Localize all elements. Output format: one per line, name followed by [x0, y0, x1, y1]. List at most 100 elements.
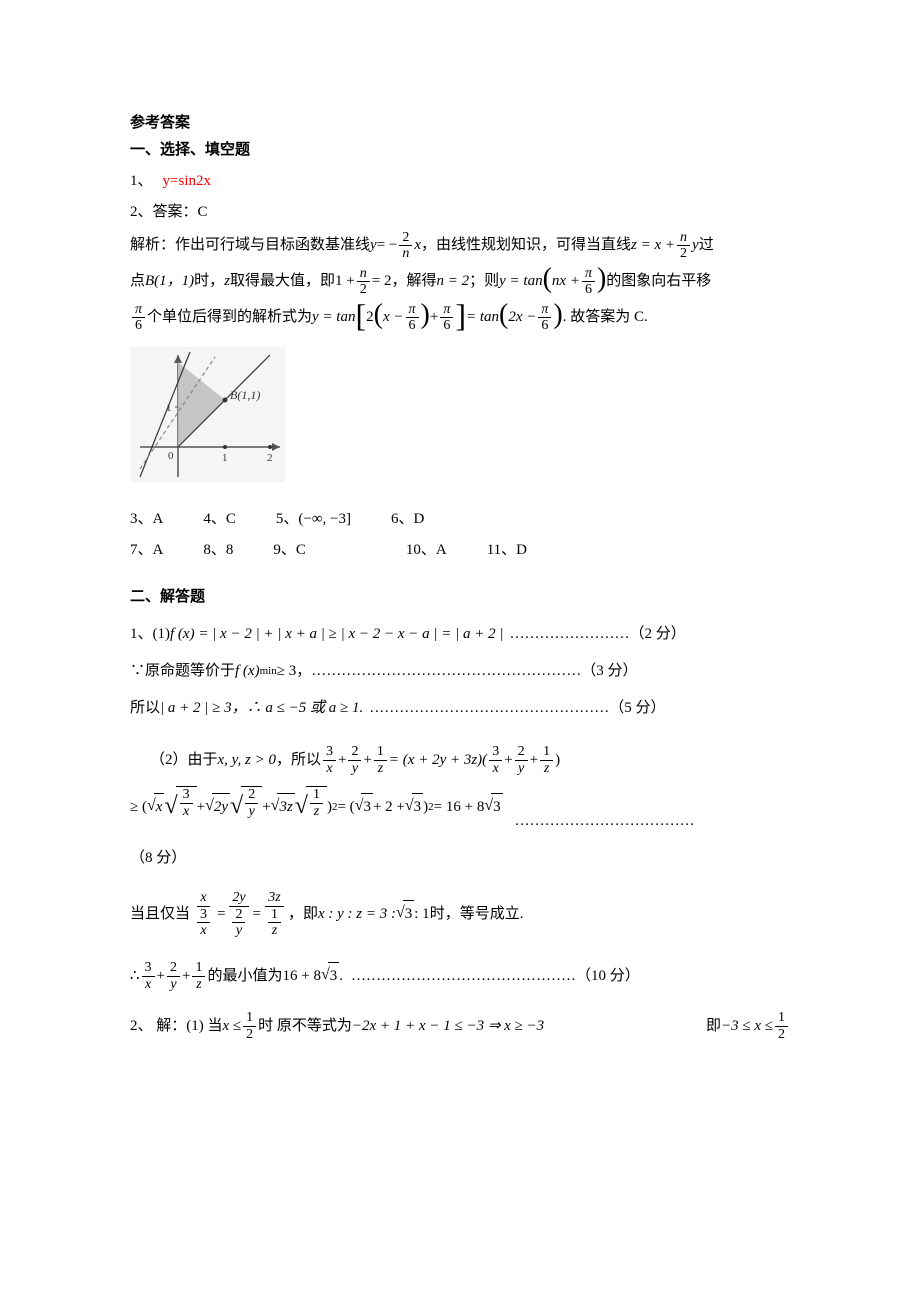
q2-cond: x, y, z > 0	[218, 747, 276, 774]
answer-4: 4、C	[203, 506, 236, 533]
answer-6: 6、D	[391, 506, 424, 533]
q2b-pts: （8 分）	[130, 845, 186, 872]
l3-eq: y = tan	[312, 304, 355, 331]
q2b-s2a: √2y	[205, 793, 230, 822]
q2-f3b: 1z	[540, 744, 553, 776]
q2-f2b: 2y	[515, 744, 528, 776]
answer-1-value: y=sin2x	[163, 168, 211, 195]
rp3: )	[553, 304, 562, 326]
q2d-pts: （10 分）	[576, 963, 640, 990]
answer-1: 1、 y=sin2x	[130, 168, 790, 195]
answers-row-2: 7、A 8、8 9、C 10、A 11、D	[130, 537, 790, 564]
answer-10: 10、A	[406, 537, 447, 564]
l2-pt: B(1，1)	[145, 268, 194, 295]
q2-mid: ，所以	[276, 747, 321, 774]
q2d-end: .	[339, 963, 343, 990]
q1-eq: f (x) = | x − 2 | + | x + a | ≥ | x − 2 …	[170, 621, 504, 648]
rbrak: ]	[455, 303, 466, 329]
l2-eq4: y = tan	[499, 268, 542, 295]
q2-f1: 3x	[323, 744, 336, 776]
q1b-dots: ………………………………………………	[311, 658, 581, 685]
q2b-r3: √3	[484, 793, 502, 822]
feasible-region-graph: B(1,1) 1 0 1 2	[130, 347, 285, 482]
expl-pre: 解析：作出可行域与目标函数基准线	[130, 232, 370, 259]
answer-5: 5、(−∞, −3]	[276, 506, 351, 533]
q2b-mid1: + 2 +	[373, 794, 405, 821]
l2-eq1: 1 +	[335, 268, 355, 295]
l2-eq2: = 2	[372, 268, 392, 295]
l2-mid1: 时，	[194, 268, 224, 295]
l3-plus: +	[430, 304, 438, 331]
section-1-title: 一、选择、填空题	[130, 137, 790, 164]
q2b-s1b: √3x	[164, 786, 196, 829]
q2b-dots: ………………………………	[515, 808, 695, 835]
q2d-f2: 2y	[167, 960, 180, 992]
q1-dots: ……………………	[510, 621, 630, 648]
answer-2: 2、答案： C	[130, 199, 790, 226]
answer-2-explain-l2: 点 B(1，1) 时， z 取得最大值，即 1 + n 2 = 2 ，解得 n …	[130, 266, 790, 298]
q3-mid2: 即	[706, 1013, 721, 1040]
svg-text:0: 0	[168, 450, 174, 462]
q2b-eq1: = (	[337, 794, 354, 821]
q1-num: 1、(1)	[130, 621, 170, 648]
rparen: )	[597, 268, 606, 290]
q2c-ratio-l: x : y : z = 3 :	[318, 901, 396, 928]
l2-eq3: n = 2	[437, 268, 470, 295]
q2b-r2: √3	[405, 793, 423, 822]
q3-num: 2、 解：(1) 当	[130, 1013, 223, 1040]
lbrak: [	[355, 303, 366, 329]
sol-1-1: 1、(1) f (x) = | x − 2 | + | x + a | ≥ | …	[130, 621, 790, 648]
q2b-s3a: √3z	[271, 793, 295, 822]
sol-1-2b: ≥ ( √x √3x + √2y √2y + √3z √1z ) 2 = ( √…	[130, 786, 790, 829]
q2b-s2b: √2y	[230, 786, 262, 829]
lparen: (	[543, 268, 552, 290]
sol-1-2: （2）由于 x, y, z > 0 ，所以 3x + 2y + 1z = (x …	[130, 744, 790, 776]
sol-1-2b-pts: （8 分）	[130, 845, 790, 872]
q1c-pts: （5 分）	[609, 695, 665, 722]
svg-text:1: 1	[222, 452, 228, 464]
q2c-r3: √3	[396, 900, 414, 929]
q2-pre: （2）由于	[150, 747, 218, 774]
expl-frac2: n 2	[677, 230, 690, 262]
q3-mid1: 时 原不等式为	[258, 1013, 352, 1040]
q2d-pre: ∴	[130, 963, 140, 990]
q2-f3: 1z	[374, 744, 387, 776]
expl-y2: y	[692, 232, 699, 259]
l3-frac3: π 6	[440, 302, 453, 334]
q3-r: −3 ≤ x ≤	[721, 1013, 773, 1040]
answer-7: 7、A	[130, 537, 163, 564]
answer-2-num: 2、答案：	[130, 199, 198, 226]
q2c-f1: x 3x	[192, 890, 215, 938]
sol-1-1b: ∵原命题等价于 f (x) min ≥ 3， ………………………………………………	[130, 658, 790, 685]
q2b-s3b: √1z	[295, 786, 327, 829]
q1c-pre: 所以	[130, 695, 160, 722]
answers-row-1: 3、A 4、C 5、(−∞, −3] 6、D	[130, 506, 790, 533]
q2-rhs: = (x + 2y + 3z)(	[389, 747, 487, 774]
sol-2-1: 2、 解：(1) 当 x ≤ 12 时 原不等式为 −2x + 1 + x − …	[130, 1010, 790, 1042]
svg-text:1: 1	[166, 402, 172, 414]
answer-8: 8、8	[203, 537, 233, 564]
q2d-r: √3	[321, 962, 339, 991]
answer-9: 9、C	[273, 537, 306, 564]
l2-mid3: ，解得	[391, 268, 436, 295]
q1b-geq: ≥ 3，	[277, 658, 311, 685]
expl-y: y	[370, 232, 377, 259]
rp2: )	[421, 304, 430, 326]
svg-text:B(1,1): B(1,1)	[230, 388, 260, 402]
lp2: (	[374, 304, 383, 326]
expl-z: z = x +	[631, 232, 675, 259]
expl-eq: = −	[377, 232, 398, 259]
expl-x: x	[414, 232, 421, 259]
l2-end: 的图象向右平移	[606, 268, 711, 295]
expl-frac1: 2 n	[399, 230, 412, 262]
section-2-title: 二、解答题	[130, 584, 790, 611]
l2-mid2: 取得最大值，即	[230, 268, 335, 295]
q2-f1b: 3x	[489, 744, 502, 776]
expl-end1: 过	[699, 232, 714, 259]
sol-1-2d: ∴ 3x + 2y + 1z 的最小值为 16 + 8 √3 . ……………………	[130, 960, 790, 992]
l3-in3: 2x −	[508, 304, 536, 331]
l2-in: nx +	[552, 268, 580, 295]
q2b-s1a: √x	[147, 793, 164, 822]
q2c-pre: 当且仅当	[130, 901, 190, 928]
l3-in2: x −	[383, 304, 404, 331]
